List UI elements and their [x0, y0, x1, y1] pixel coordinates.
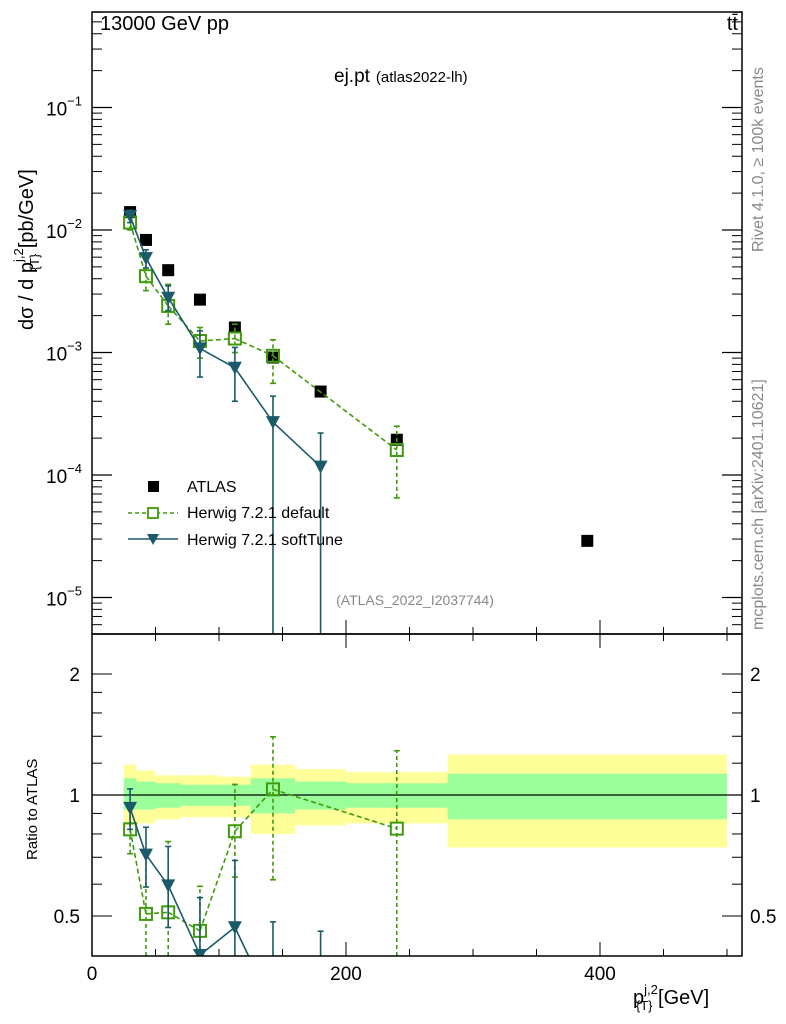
- ratio-y-tick-label: 1: [69, 786, 80, 807]
- ratio-softtune-point: [123, 801, 138, 815]
- ratio-default-point: [265, 782, 280, 797]
- ratio-softtune-point: [192, 948, 207, 956]
- main-y-tick-label: 10−3: [46, 339, 82, 366]
- main-atlas-point: [266, 351, 279, 364]
- ratio-softtune-line-segment: [129, 807, 147, 855]
- title-sub: (atlas2022-lh): [376, 69, 468, 86]
- tick-base: 10: [46, 590, 67, 611]
- tick-base: 10: [46, 467, 67, 488]
- main-default-line-segment: [199, 337, 235, 342]
- ratio-y-tick-label: 2: [69, 665, 80, 686]
- legend-default-marker: [147, 507, 159, 519]
- process-label: tt̄: [727, 13, 739, 35]
- ratio-band-inner: [447, 773, 727, 820]
- ratio-softtune-point: [227, 921, 242, 935]
- main-atlas-point: [139, 233, 152, 246]
- ratio-default-line-segment: [199, 830, 236, 932]
- ratio-softtune-point: [161, 879, 176, 893]
- main-softtune-point: [227, 361, 242, 375]
- main-softtune-point: [313, 460, 328, 474]
- title-main: ej.pt: [334, 66, 371, 87]
- ratio-softtune-line-segment: [234, 926, 250, 956]
- main-atlas-point: [162, 264, 175, 277]
- main-default-point: [227, 331, 242, 346]
- tick-exponent: −1: [67, 94, 82, 109]
- main-default-point: [389, 442, 404, 457]
- main-default-point: [138, 269, 153, 284]
- ratio-y-tick-label-right: 0.5: [750, 907, 776, 928]
- ratio-default-line-segment: [272, 788, 398, 830]
- rivet-label: Rivet 4.1.0, ≥ 100k events: [750, 67, 767, 252]
- y-axis-label: dσ / d pj,2{T} [pb/GeV]: [11, 169, 42, 330]
- x-tick-label: 400: [584, 964, 616, 985]
- main-atlas-point: [193, 293, 206, 306]
- main-softtune-point: [123, 210, 138, 224]
- ratio-softtune-line-segment: [167, 885, 201, 956]
- main-default-line-segment: [272, 355, 398, 451]
- tick-exponent: −4: [67, 461, 82, 476]
- main-softtune-point: [192, 342, 207, 356]
- main-y-tick-label: 10−1: [46, 94, 82, 121]
- energy-label: 13000 GeV pp: [100, 13, 229, 35]
- main-softtune-point: [265, 416, 280, 430]
- main-default-line-segment: [129, 222, 147, 277]
- main-softtune-line-segment: [234, 367, 274, 423]
- main-atlas-point: [581, 534, 594, 547]
- main-default-point: [265, 348, 280, 363]
- x-tick-label: 200: [330, 964, 362, 985]
- main-plot-marks: [123, 206, 594, 634]
- tick-exponent: −5: [67, 584, 82, 599]
- main-softtune-line-segment: [145, 257, 169, 299]
- ratio-y-tick-label-right: 1: [750, 786, 761, 807]
- ratio-plot-marks: [123, 736, 404, 956]
- mcplots-label: mcplots.cern.ch [arXiv:2401.10621]: [750, 379, 767, 630]
- ratio-axis-label: Ratio to ATLAS: [24, 759, 41, 860]
- tick-base: 10: [46, 222, 67, 243]
- ratio-bands: [123, 754, 727, 848]
- main-y-tick-label: 10−5: [46, 584, 82, 611]
- ratio-y-tick-label: 0.5: [54, 907, 80, 928]
- ratio-default-line-segment: [129, 829, 147, 915]
- tick-base: 10: [46, 345, 67, 366]
- main-softtune-line-segment: [199, 347, 236, 369]
- legend-softtune-label: Herwig 7.2.1 softTune: [187, 532, 343, 549]
- main-softtune-line-segment: [272, 421, 322, 468]
- legend: ATLAS Herwig 7.2.1 default Herwig 7.2.1 …: [128, 479, 343, 549]
- legend-softtune-marker: [147, 534, 159, 545]
- main-y-tick-label: 10−4: [46, 461, 82, 488]
- ratio-default-point: [138, 906, 153, 921]
- tick-exponent: −2: [67, 216, 82, 231]
- legend-atlas-label: ATLAS: [187, 479, 237, 496]
- tick-base: 10: [46, 100, 67, 121]
- main-y-tick-label: 10−2: [46, 216, 82, 243]
- main-softtune-point: [138, 252, 153, 266]
- ratio-default-point: [227, 824, 242, 839]
- main-softtune-point: [161, 291, 176, 305]
- legend-atlas-marker: [148, 481, 159, 492]
- ratio-softtune-point: [138, 848, 153, 862]
- analysis-id: (ATLAS_2022_I2037744): [336, 592, 494, 608]
- ratio-default-point: [389, 821, 404, 836]
- main-softtune-line-segment: [167, 297, 201, 349]
- main-default-line-segment: [145, 275, 169, 307]
- plot-title: ej.pt (atlas2022-lh): [334, 66, 468, 87]
- ratio-default-line-segment: [145, 911, 169, 915]
- x-tick-label: 0: [87, 964, 98, 985]
- tick-exponent: −3: [67, 339, 82, 354]
- x-axis-label: pj,2 {T} [GeV]: [633, 982, 709, 1013]
- legend-default-label: Herwig 7.2.1 default: [187, 505, 330, 522]
- ratio-y-tick-label-right: 2: [750, 665, 761, 686]
